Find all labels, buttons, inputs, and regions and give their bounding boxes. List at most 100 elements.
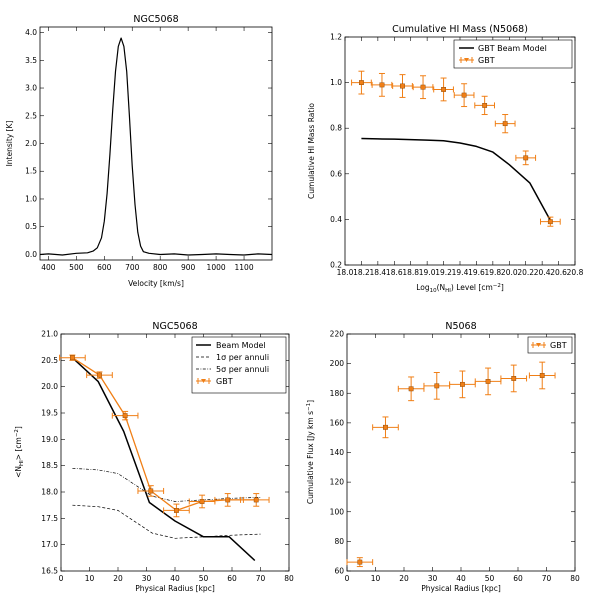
y-tick-label: 200 — [330, 359, 345, 368]
legend: GBT Beam Model GBT — [453, 39, 573, 69]
point-marker — [253, 497, 259, 503]
y-tick-label: 0.8 — [330, 124, 342, 133]
data-point — [86, 371, 113, 379]
x-tick-label: 60 — [227, 574, 237, 583]
plot-frame — [344, 36, 576, 266]
point-marker — [511, 376, 517, 381]
y-tick-label: 19.0 — [41, 435, 58, 444]
data-point — [494, 114, 516, 134]
x-tick-label: 80 — [284, 574, 294, 583]
x-tick-label: 18.8 — [402, 268, 419, 277]
x-tick-label: 19.2 — [435, 268, 452, 277]
x-tick-label: 10 — [85, 574, 95, 583]
data-marks — [346, 361, 556, 568]
y-tick-label: 17.5 — [41, 514, 58, 523]
y-tick-label: 1.5 — [25, 167, 37, 176]
y-tick-label: 160 — [330, 418, 345, 427]
data-point — [500, 364, 528, 393]
series-line — [39, 37, 273, 256]
x-tick-label: 19.0 — [419, 268, 436, 277]
point-marker — [485, 379, 491, 384]
data-point — [474, 367, 502, 396]
x-tick-label: 0 — [345, 574, 350, 583]
legend-box — [453, 39, 573, 69]
data-point — [188, 494, 216, 509]
data-point — [351, 70, 372, 95]
legend-swatch-gbt — [531, 342, 546, 348]
series-line — [72, 504, 261, 539]
point-marker — [460, 381, 465, 387]
data-point — [423, 372, 451, 400]
x-tick-label: 40 — [456, 574, 466, 583]
y-axis-label: <NHI> [cm−2] — [14, 426, 25, 478]
x-axis-label: Physical Radius [kpc] — [421, 584, 501, 593]
x-tick-label: 70 — [542, 574, 552, 583]
data-point — [137, 485, 165, 497]
y-tick-label: 120 — [330, 478, 345, 487]
x-tick-label: 50 — [199, 574, 209, 583]
data-point — [371, 72, 393, 97]
y-tick-label: 3.0 — [25, 84, 37, 93]
data-point — [453, 83, 475, 108]
data-point — [540, 216, 561, 227]
chart-title: Cumulative HI Mass (N5068) — [392, 24, 528, 35]
x-tick-label: 18.0 — [337, 268, 354, 277]
plot-frame — [39, 26, 273, 261]
y-tick-label: 100 — [330, 507, 345, 516]
x-tick-label: 18.2 — [353, 268, 370, 277]
x-tick-label: 30 — [142, 574, 152, 583]
data-point — [412, 75, 434, 100]
point-marker — [97, 372, 102, 378]
legend-box — [191, 336, 287, 394]
data-point — [372, 416, 399, 439]
x-tick-label: 50 — [485, 574, 495, 583]
point-marker — [359, 80, 364, 86]
legend-label: GBT — [216, 377, 233, 386]
x-tick-label: 20.4 — [534, 268, 551, 277]
y-tick-label: 18.5 — [41, 461, 58, 470]
data-point — [397, 376, 425, 402]
y-tick-label: 21.0 — [41, 330, 58, 339]
point-marker — [379, 82, 385, 88]
x-tick-label: 700 — [125, 263, 140, 272]
point-marker — [357, 559, 363, 565]
legend-swatch-gbt — [459, 57, 474, 63]
point-marker — [148, 488, 154, 494]
point-marker — [547, 219, 553, 225]
y-tick-label: 3.5 — [25, 56, 37, 65]
y-tick-label: 2.5 — [25, 111, 37, 120]
data-marks — [39, 37, 273, 256]
x-axis-label: Log10(NHI) Level [cm−2] — [416, 283, 504, 294]
legend-label: 5σ per annuli — [216, 365, 269, 374]
y-tick-label: 16.5 — [41, 567, 58, 576]
x-axis-label: Physical Radius [kpc] — [135, 584, 215, 593]
x-tick-label: 20 — [399, 574, 409, 583]
x-tick-label: 60 — [513, 574, 523, 583]
x-tick-label: 19.4 — [452, 268, 469, 277]
x-tick-label: 19.8 — [485, 268, 502, 277]
point-marker — [420, 84, 426, 90]
x-tick-label: 19.6 — [468, 268, 485, 277]
y-tick-label: 20.0 — [41, 382, 58, 391]
x-tick-label: 80 — [570, 574, 580, 583]
y-tick-label: 1.2 — [330, 33, 342, 42]
legend-label: GBT — [550, 341, 567, 350]
x-tick-label: 20.0 — [501, 268, 518, 277]
x-tick-label: 1000 — [207, 263, 226, 272]
legend-swatch-gbt — [196, 378, 211, 384]
x-tick-label: 900 — [181, 263, 196, 272]
y-tick-label: 2.0 — [25, 139, 37, 148]
y-tick-label: 220 — [330, 330, 345, 339]
point-marker — [400, 83, 405, 89]
x-tick-label: 0 — [59, 574, 64, 583]
y-tick-label: 20.5 — [41, 356, 58, 365]
point-marker — [441, 87, 446, 92]
point-marker — [502, 121, 508, 127]
point-marker — [199, 499, 205, 504]
chart-title: N5068 — [445, 321, 476, 332]
y-axis-label: Intensity [K] — [5, 121, 14, 167]
y-tick-label: 140 — [330, 448, 345, 457]
y-tick-label: 0.0 — [25, 250, 37, 259]
y-axis-label: Cumulative HI Mass Ratio — [307, 103, 316, 199]
